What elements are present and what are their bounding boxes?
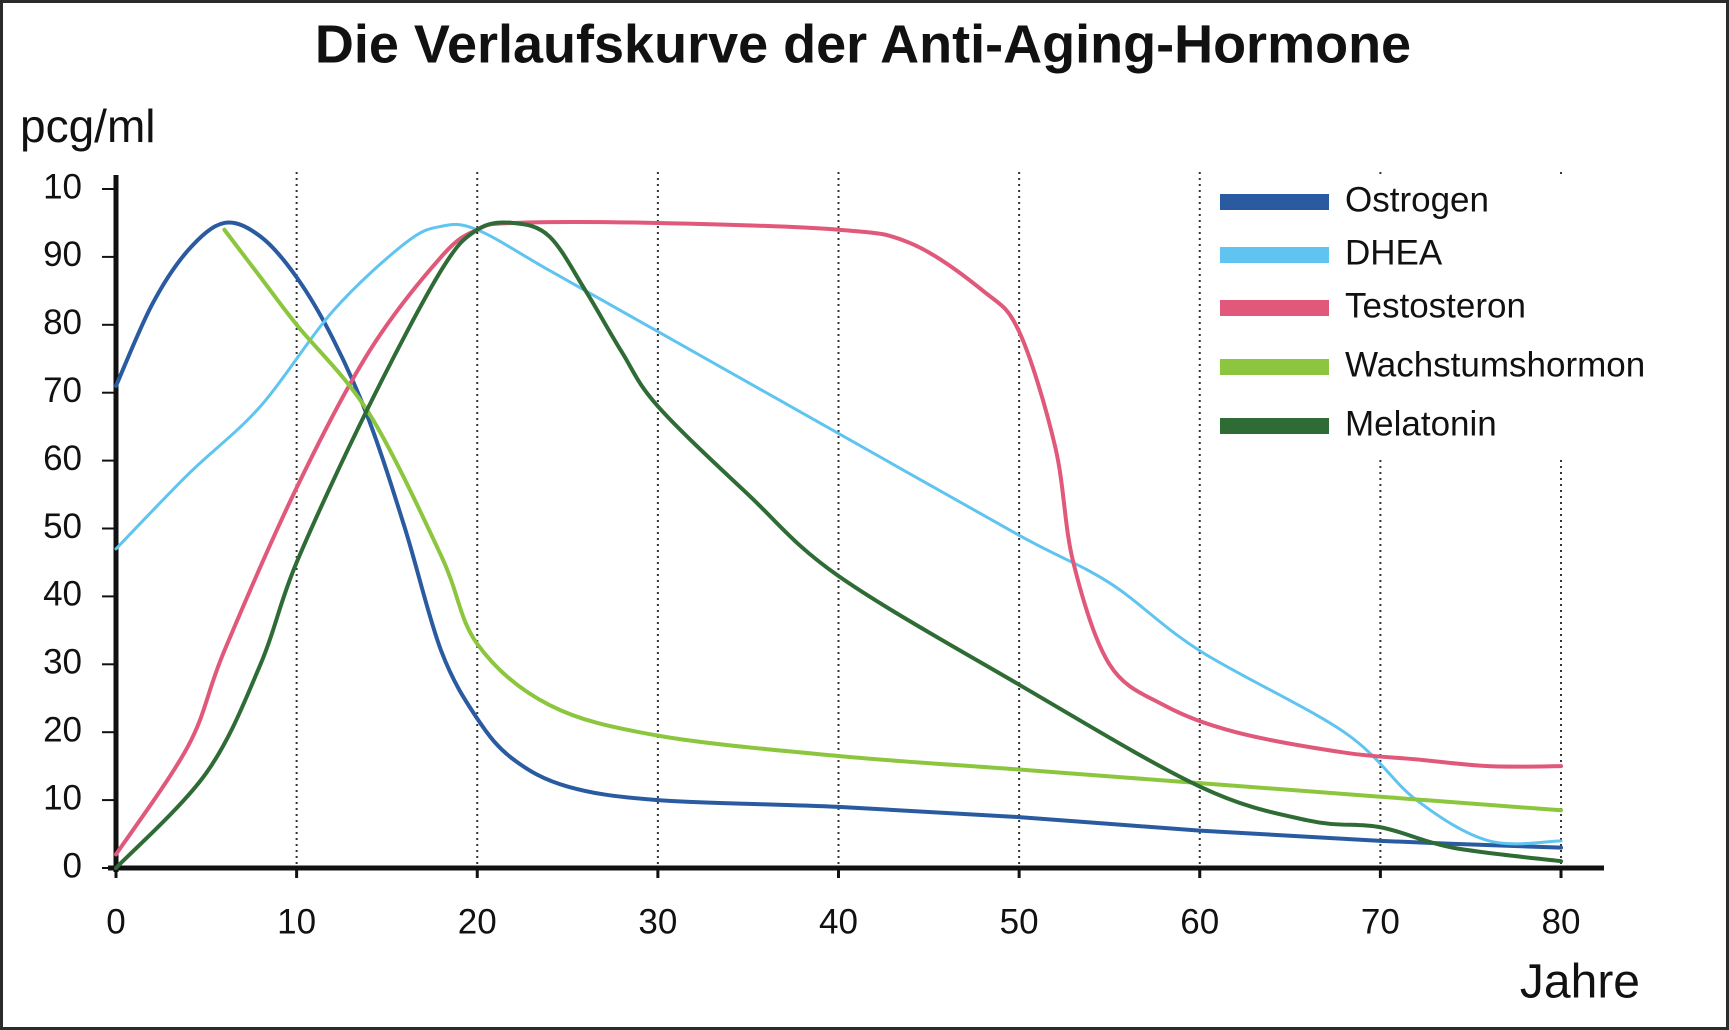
x-tick-label: 40 (819, 902, 858, 941)
line-series (114, 220, 1563, 857)
y-tick-label: 20 (43, 710, 82, 749)
y-tick-label: 90 (43, 235, 82, 274)
y-tick-label: 0 (63, 846, 82, 885)
x-tick-label: 70 (1361, 902, 1400, 941)
line-series (222, 227, 1563, 813)
x-tick-label: 20 (458, 902, 497, 941)
y-tick-label: 10 (43, 167, 82, 206)
x-tick-label: 80 (1542, 902, 1581, 941)
y-tick-label: 60 (43, 439, 82, 478)
legend-label: Testosteron (1345, 286, 1526, 325)
background (3, 3, 1726, 1027)
x-tick-label: 50 (1000, 902, 1039, 941)
chart-title: Die Verlaufskurve der Anti-Aging-Hormone (315, 14, 1411, 74)
legend-box (1210, 175, 1710, 460)
legend-swatch (1220, 194, 1329, 210)
x-tick-label: 10 (277, 902, 316, 941)
legend-label: Melatonin (1345, 404, 1497, 443)
x-tick-label: 0 (106, 902, 125, 941)
y-axis-title: pcg/ml (20, 100, 155, 152)
x-axis-title: Jahre (1520, 956, 1640, 1009)
x-tick-label: 60 (1180, 902, 1219, 941)
legend-swatch (1220, 247, 1329, 263)
legend-swatch (1220, 418, 1329, 434)
y-tick-label: 40 (43, 575, 82, 614)
y-tick-label: 10 (43, 778, 82, 817)
x-tick-label: 30 (638, 902, 677, 941)
line-series (114, 222, 1563, 846)
legend-label: DHEA (1345, 233, 1443, 272)
legend-swatch (1220, 359, 1329, 375)
legend-swatch (1220, 300, 1329, 316)
line-series (114, 220, 1563, 870)
y-tick-label: 50 (43, 507, 82, 546)
legend-label: Ostrogen (1345, 180, 1489, 219)
line-series (114, 220, 1563, 850)
legend-label: Wachstumshormon (1345, 345, 1645, 384)
y-tick-label: 70 (43, 371, 82, 410)
y-tick-label: 30 (43, 643, 82, 682)
y-tick-label: 80 (43, 303, 82, 342)
